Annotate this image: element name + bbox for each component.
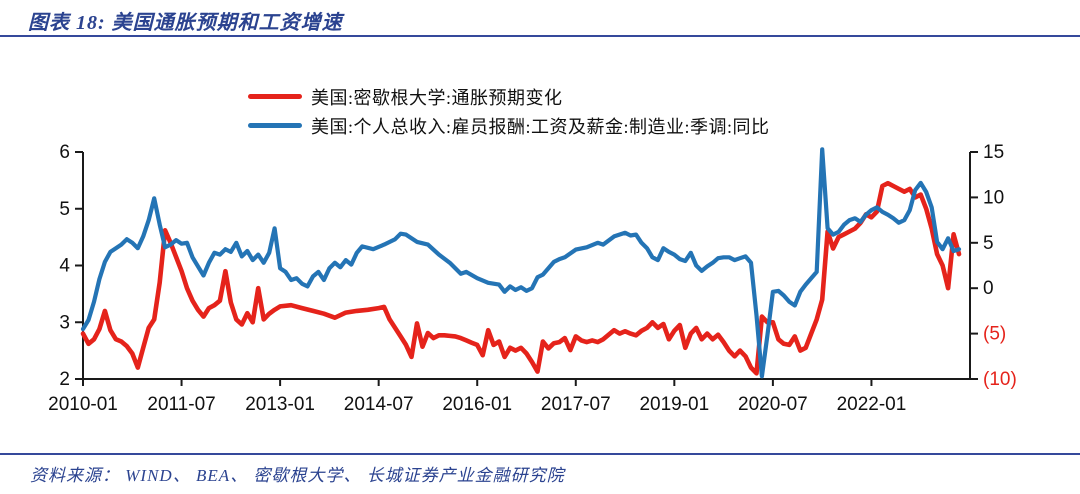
legend-item-wage-growth: 美国:个人总收入:雇员报酬:工资及薪金:制造业:季调:同比 bbox=[248, 111, 770, 140]
x-tick-label: 2022-01 bbox=[837, 394, 907, 415]
right-tick-label: 0 bbox=[983, 278, 994, 299]
blue-line-swatch bbox=[248, 123, 302, 128]
left-tick-label: 6 bbox=[59, 142, 70, 163]
legend-label: 美国:个人总收入:雇员报酬:工资及薪金:制造业:季调:同比 bbox=[311, 116, 770, 137]
x-tick-label: 2014-07 bbox=[344, 394, 414, 415]
data-source-note: 资料来源： WIND、 BEA、 密歇根大学、 长城证券产业金融研究院 bbox=[30, 466, 565, 485]
x-tick-label: 2020-07 bbox=[738, 394, 808, 415]
left-tick-label: 4 bbox=[59, 256, 70, 277]
red-line-swatch bbox=[248, 94, 302, 99]
right-tick-label: (5) bbox=[983, 324, 1006, 345]
title-divider bbox=[0, 35, 1080, 37]
legend-item-inflation-expectations: 美国:密歇根大学:通胀预期变化 bbox=[248, 82, 770, 111]
x-tick-label: 2019-01 bbox=[639, 394, 709, 415]
right-tick-label: 5 bbox=[983, 233, 994, 254]
right-tick-label: (10) bbox=[983, 369, 1017, 390]
x-tick-label: 2013-01 bbox=[245, 394, 315, 415]
series-line-inflation-expectations bbox=[80, 180, 962, 376]
right-tick-label: 15 bbox=[983, 142, 1004, 163]
x-tick-label: 2017-07 bbox=[541, 394, 611, 415]
left-tick-label: 3 bbox=[59, 312, 70, 333]
x-tick-label: 2011-07 bbox=[147, 394, 215, 415]
footer-divider bbox=[0, 453, 1080, 455]
page-title: 图表 18: 美国通胀预期和工资增速 bbox=[28, 12, 343, 34]
x-tick-label: 2010-01 bbox=[48, 394, 118, 415]
left-tick-label: 5 bbox=[59, 199, 70, 220]
right-tick-label: 10 bbox=[983, 187, 1004, 208]
left-tick-label: 2 bbox=[59, 369, 70, 390]
chart-legend: 美国:密歇根大学:通胀预期变化 美国:个人总收入:雇员报酬:工资及薪金:制造业:… bbox=[248, 82, 770, 140]
x-tick-label: 2016-01 bbox=[442, 394, 512, 415]
series-line-wage-growth bbox=[80, 147, 962, 379]
legend-label: 美国:密歇根大学:通胀预期变化 bbox=[311, 87, 563, 108]
